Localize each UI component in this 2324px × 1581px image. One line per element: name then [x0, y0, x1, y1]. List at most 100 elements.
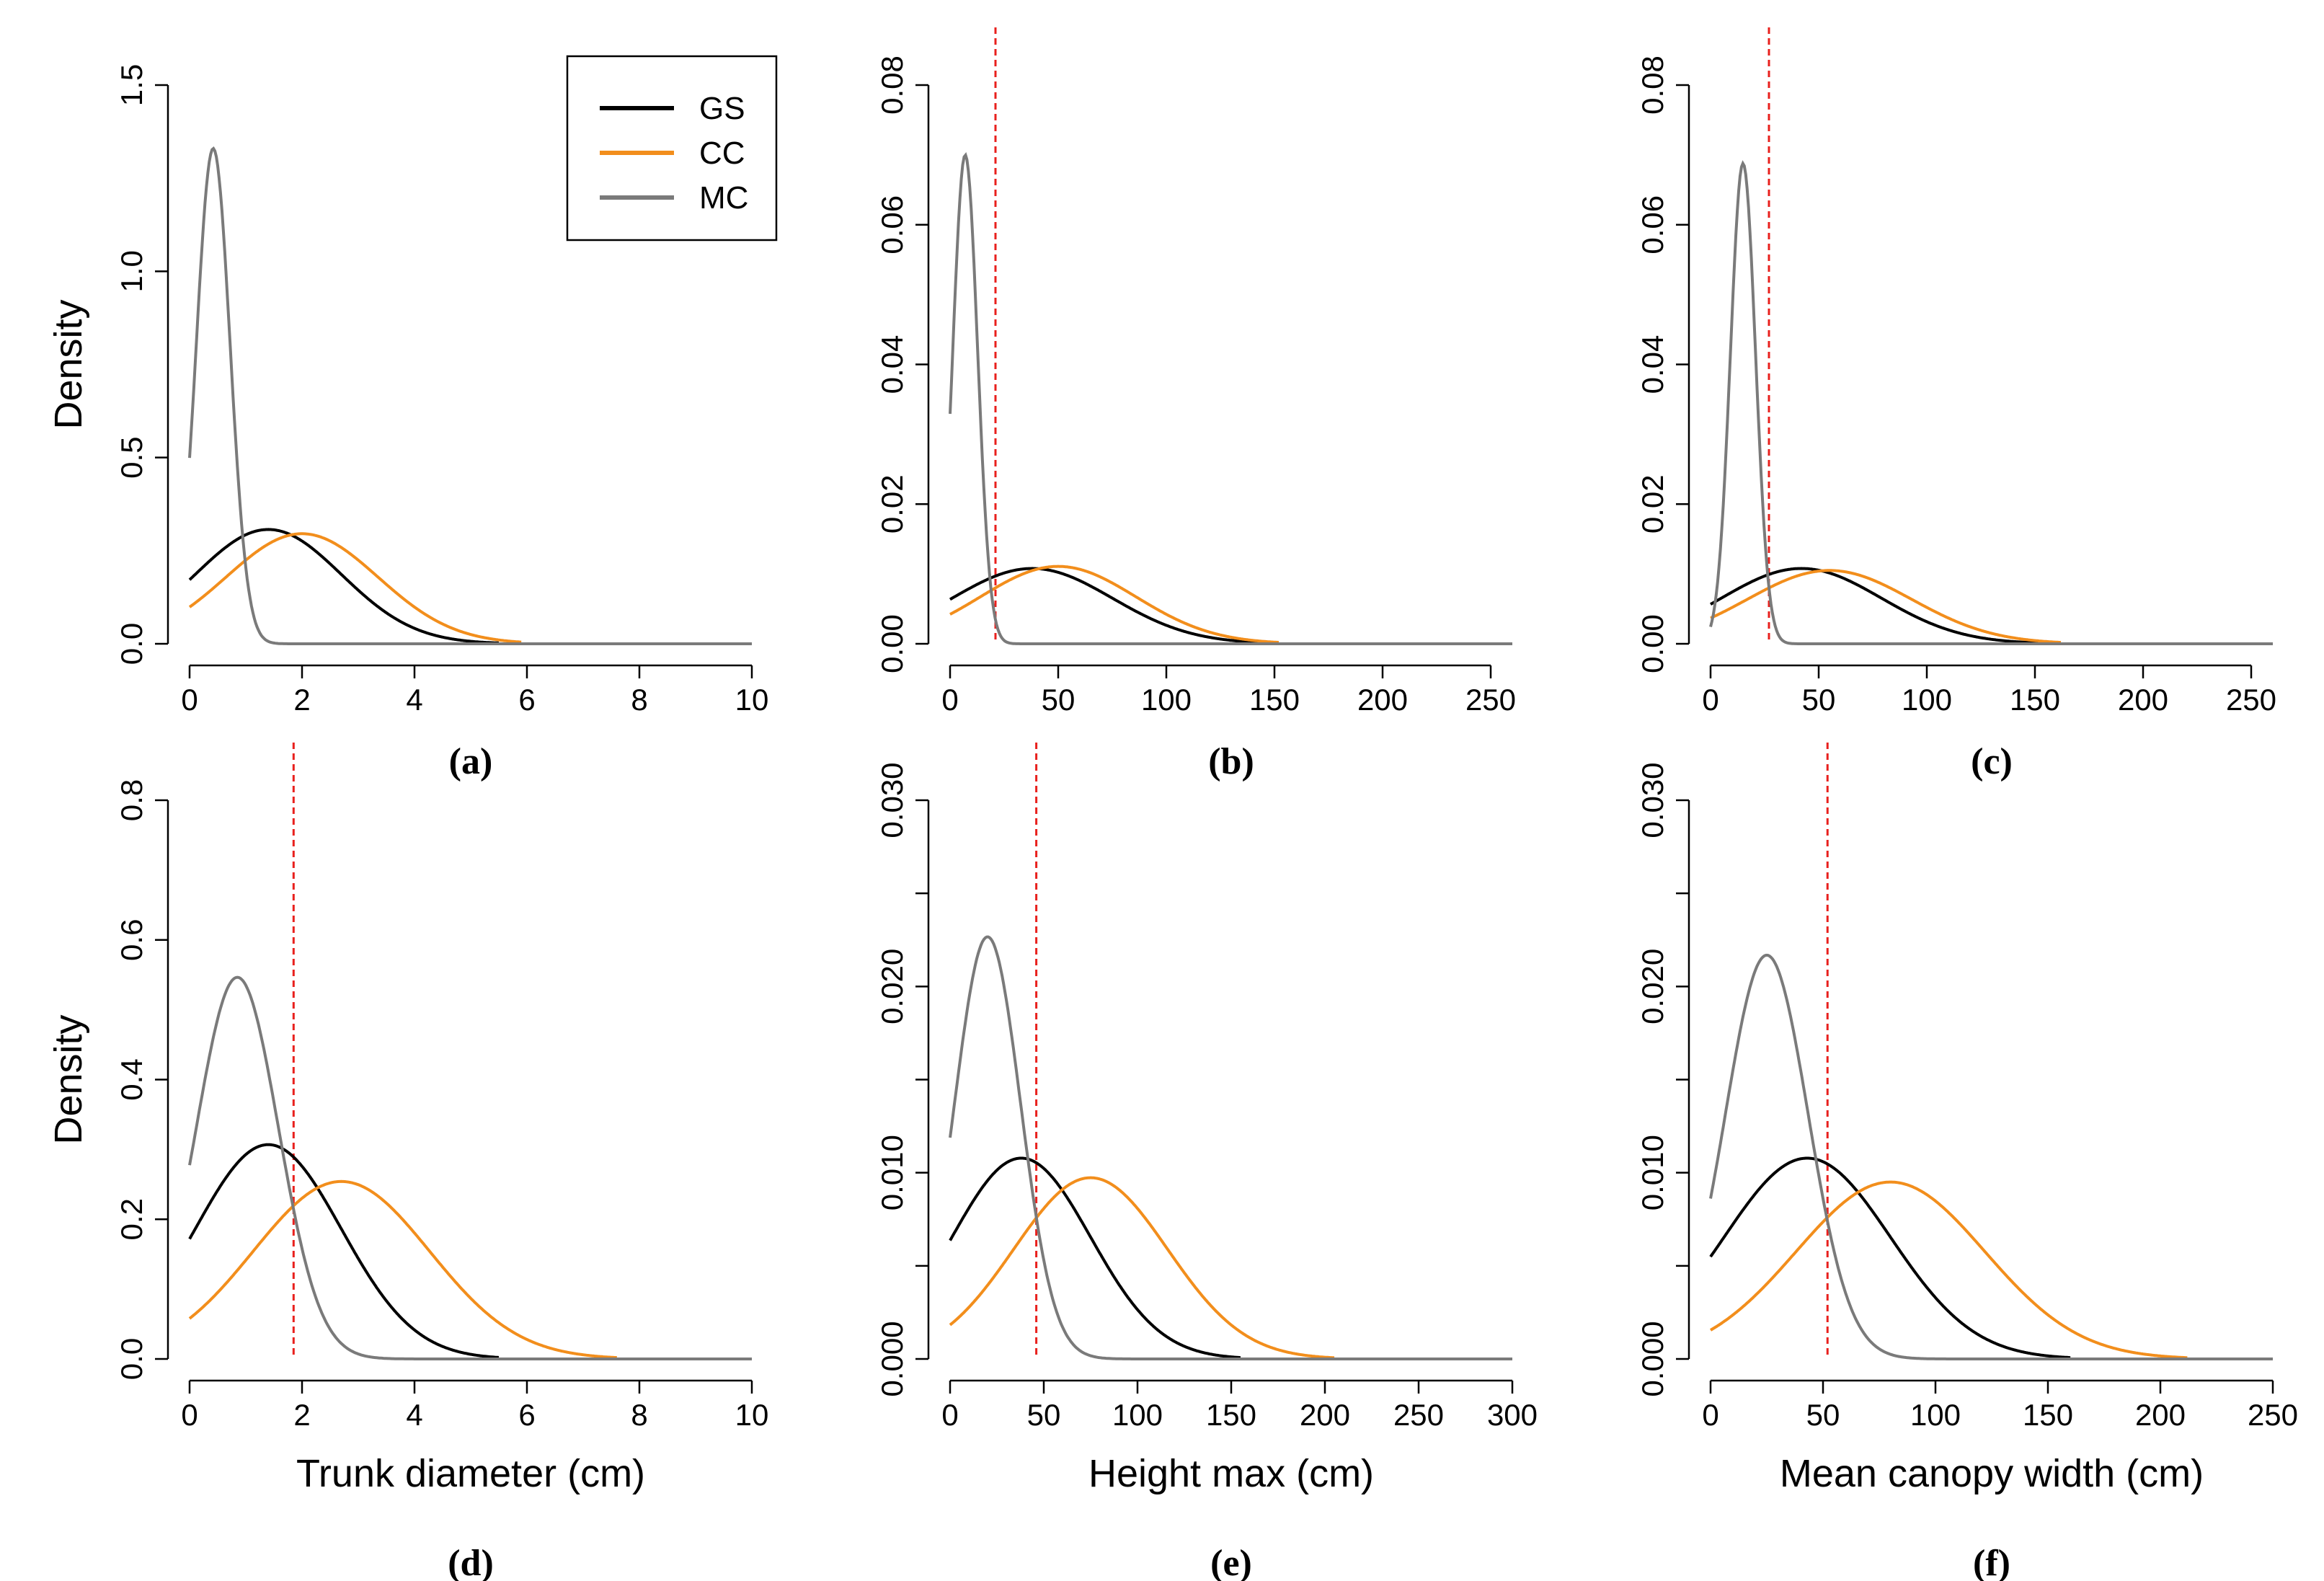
- panel-label: (c): [1971, 741, 2013, 782]
- panel-label: (e): [1210, 1543, 1252, 1581]
- y-axis-title: Density: [47, 1014, 90, 1144]
- density-curve-cc: [1709, 1180, 2188, 1360]
- legend: GS CC MC: [566, 55, 778, 242]
- x-tick-label: 100: [1910, 1398, 1961, 1432]
- density-curve-cc: [188, 1179, 617, 1360]
- panel-label: (f): [1973, 1543, 2010, 1581]
- x-tick-label: 150: [1206, 1398, 1256, 1432]
- y-tick-label: 0.020: [875, 949, 909, 1024]
- y-tick-label: 0.020: [1636, 949, 1669, 1024]
- x-tick-label: 50: [1802, 683, 1836, 717]
- x-tick-label: 50: [1042, 683, 1075, 717]
- density-curve-gs: [1709, 1156, 2071, 1360]
- x-tick-label: 0: [1702, 1398, 1718, 1432]
- x-tick-label: 0: [181, 1398, 198, 1432]
- panel-a: 0 2 4 6 8 10 0.0 0.5 1.0 1.5 Density (a): [47, 64, 768, 782]
- panel-f: 0 50 100 150 200 250 0.000 0.010 0.020 0.030 Mean …: [1636, 743, 2298, 1581]
- x-tick-label: 50: [1027, 1398, 1061, 1432]
- y-tick-label: 0.010: [875, 1135, 909, 1210]
- x-tick-label: 250: [1393, 1398, 1444, 1432]
- x-tick-label: 0: [941, 683, 958, 717]
- legend-label: GS: [699, 91, 745, 126]
- density-curve-gs: [188, 528, 499, 645]
- x-tick-label: 250: [1465, 683, 1516, 717]
- x-tick-label: 100: [1112, 1398, 1163, 1432]
- x-axis-title: Trunk diameter (cm): [296, 1452, 645, 1495]
- y-tick-label: 0.030: [875, 762, 909, 838]
- x-tick-label: 6: [518, 683, 535, 717]
- y-tick-label: 0.06: [1636, 195, 1669, 254]
- x-tick-label: 0: [1702, 683, 1718, 717]
- density-curve-mc: [949, 152, 1512, 645]
- x-tick-label: 150: [1249, 683, 1300, 717]
- y-tick-label: 0.02: [875, 474, 909, 533]
- y-tick-label: 0.04: [1636, 335, 1669, 394]
- density-curve-cc: [949, 1176, 1335, 1360]
- x-tick-label: 150: [2010, 683, 2060, 717]
- y-tick-label: 0.06: [875, 195, 909, 254]
- x-tick-label: 200: [2118, 683, 2168, 717]
- density-curve-mc: [1709, 953, 2273, 1360]
- panel-e: 0 50 100 150 200 250 300 0.000 0.010 0.020 0.030 He…: [875, 743, 1538, 1581]
- x-tick-label: 150: [2023, 1398, 2073, 1432]
- legend-label: MC: [699, 180, 748, 216]
- x-tick-label: 100: [1141, 683, 1192, 717]
- legend-box: [566, 55, 778, 242]
- y-tick-label: 0.00: [1636, 614, 1669, 673]
- y-tick-label: 0.02: [1636, 474, 1669, 533]
- x-tick-label: 8: [631, 1398, 647, 1432]
- y-tick-label: 1.0: [115, 250, 148, 292]
- x-tick-label: 4: [406, 1398, 422, 1432]
- x-tick-label: 50: [1806, 1398, 1840, 1432]
- x-tick-label: 100: [1902, 683, 1952, 717]
- x-tick-label: 200: [1300, 1398, 1350, 1432]
- y-tick-label: 0.000: [875, 1321, 909, 1396]
- panel-d: 0 2 4 6 8 10 0.0 0.2 0.4 0.6 0.8 Density Trunk diame…: [47, 743, 768, 1581]
- y-tick-label: 0.8: [115, 779, 148, 821]
- density-curve-gs: [949, 1156, 1241, 1360]
- y-tick-label: 0.4: [115, 1058, 148, 1100]
- y-tick-label: 0.000: [1636, 1321, 1669, 1396]
- x-tick-label: 8: [631, 683, 647, 717]
- y-tick-label: 0.2: [115, 1198, 148, 1240]
- panel-c: 0 50 100 150 200 250 0.00 0.02 0.04 0.06 0.08 (c): [1636, 27, 2276, 782]
- panel-label: (d): [448, 1543, 494, 1581]
- y-axis-title: Density: [47, 299, 90, 429]
- y-tick-label: 1.5: [115, 64, 148, 106]
- density-curve-mc: [188, 146, 752, 645]
- y-tick-label: 0.0: [115, 1338, 148, 1380]
- density-curve-gs: [188, 1143, 499, 1359]
- density-curve-mc: [949, 935, 1512, 1360]
- x-tick-label: 250: [2226, 683, 2276, 717]
- legend-label: CC: [699, 136, 745, 171]
- x-tick-label: 200: [1357, 683, 1408, 717]
- x-tick-label: 0: [181, 683, 198, 717]
- density-curve-mc: [1709, 160, 2273, 645]
- x-tick-label: 250: [2248, 1398, 2298, 1432]
- x-tick-label: 10: [735, 683, 769, 717]
- panel-label: (a): [449, 741, 493, 782]
- y-tick-label: 0.010: [1636, 1135, 1669, 1210]
- panel-label: (b): [1208, 741, 1254, 782]
- x-tick-label: 300: [1487, 1398, 1538, 1432]
- y-tick-label: 0.00: [875, 614, 909, 673]
- y-tick-label: 0.5: [115, 436, 148, 478]
- y-tick-label: 0.030: [1636, 762, 1669, 838]
- y-tick-label: 0.6: [115, 919, 148, 961]
- y-tick-label: 0.04: [875, 335, 909, 394]
- density-curve-mc: [188, 975, 752, 1360]
- x-tick-label: 0: [941, 1398, 958, 1432]
- y-tick-label: 0.08: [1636, 56, 1669, 115]
- x-tick-label: 10: [735, 1398, 769, 1432]
- x-tick-label: 2: [293, 683, 310, 717]
- panel-b: 0 50 100 150 200 250 0.00 0.02 0.04 0.06 0.08 (b): [875, 27, 1516, 782]
- x-tick-label: 4: [406, 683, 422, 717]
- y-tick-label: 0.08: [875, 56, 909, 115]
- y-tick-label: 0.0: [115, 623, 148, 665]
- x-axis-title: Mean canopy width (cm): [1780, 1452, 2204, 1495]
- x-tick-label: 6: [518, 1398, 535, 1432]
- x-tick-label: 200: [2135, 1398, 2186, 1432]
- x-axis-title: Height max (cm): [1088, 1452, 1374, 1495]
